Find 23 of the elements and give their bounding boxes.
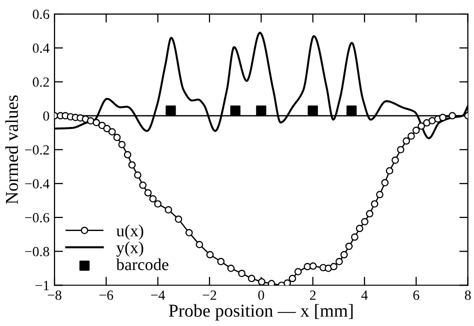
y-tick-label: −1 [36, 280, 49, 290]
x-tick-label: 2 [310, 290, 316, 300]
y-tick-label: −0.2 [25, 145, 49, 155]
y-tick-label: 0.4 [32, 44, 50, 53]
x-tick-label: 0 [258, 290, 264, 300]
y-tick-label: −0.4 [25, 179, 50, 189]
legend-label: u(x) [116, 224, 144, 240]
y-tick-label: 0 [43, 111, 50, 121]
legend-label: barcode [116, 258, 168, 270]
x-tick-label: 4 [361, 290, 368, 300]
x-tick-label: −8 [48, 290, 62, 300]
y-axis-title: Normed values [5, 95, 18, 204]
x-tick-label: 8 [464, 290, 471, 300]
x-tick-label: −6 [99, 290, 114, 300]
y-tick-label: 0.2 [32, 77, 49, 87]
x-tick-label: −2 [202, 290, 216, 300]
x-tick-label: −4 [151, 290, 166, 300]
x-tick-label: 6 [413, 290, 420, 300]
y-tick-label: 0.6 [32, 10, 50, 20]
x-axis-title: Probe position — x [mm] [168, 304, 353, 320]
legend-label: y(x) [116, 242, 144, 257]
y-tick-label: −0.8 [25, 246, 50, 256]
y-tick-label: −0.6 [25, 213, 50, 222]
